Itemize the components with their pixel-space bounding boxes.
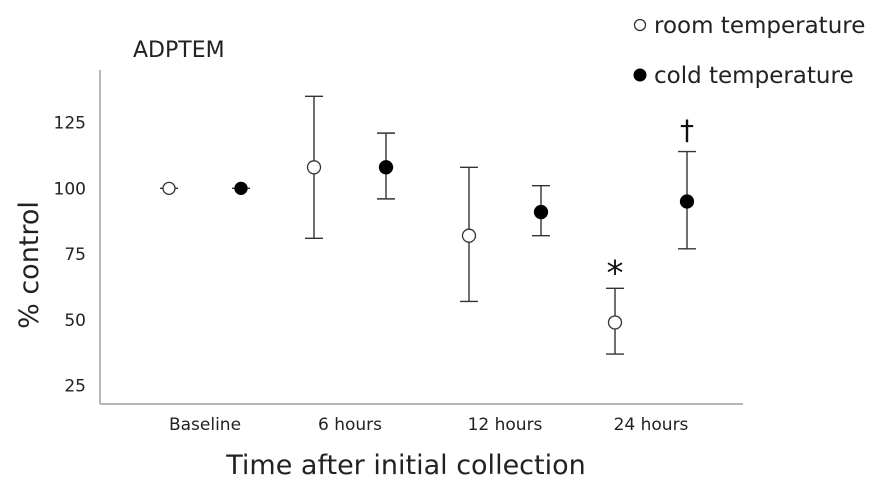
y-tick-label: 125 [54,114,86,134]
x-axis-title: Time after initial collection [225,450,586,481]
data-series [160,95,696,355]
significance-marker: * [607,253,624,293]
legend-label-cold-temperature: cold temperature [654,63,854,89]
x-tick-label: 12 hours [468,415,543,435]
y-tick-label: 75 [64,245,86,265]
y-tick-label: 25 [64,377,86,397]
legend-label-room-temperature: room temperature [654,13,865,39]
legend-marker-room-temperature [633,18,647,32]
data-point-room-temperature [306,160,322,175]
data-point-cold-temperature [679,194,695,209]
data-point-room-temperature [461,228,477,243]
data-point-cold-temperature [234,181,248,195]
y-tick-labels: 25 50 75 100 125 [54,114,86,397]
data-point-room-temperature [607,315,623,330]
legend-marker-cold-temperature [633,68,647,82]
x-tick-label: 24 hours [614,415,689,435]
annotations: *† [607,114,695,294]
chart-title: ADPTEM [133,38,225,63]
x-tick-label: Baseline [169,415,241,435]
significance-marker: † [680,114,694,147]
data-point-cold-temperature [533,204,549,220]
y-tick-label: 50 [64,311,86,331]
x-tick-labels: Baseline 6 hours 12 hours 24 hours [169,415,689,435]
data-point-cold-temperature [378,160,394,175]
y-axis-title: % control [14,201,45,329]
data-point-room-temperature [162,181,176,195]
legend: room temperature cold temperature [633,13,865,89]
x-tick-label: 6 hours [318,415,382,435]
y-tick-label: 100 [54,179,86,199]
